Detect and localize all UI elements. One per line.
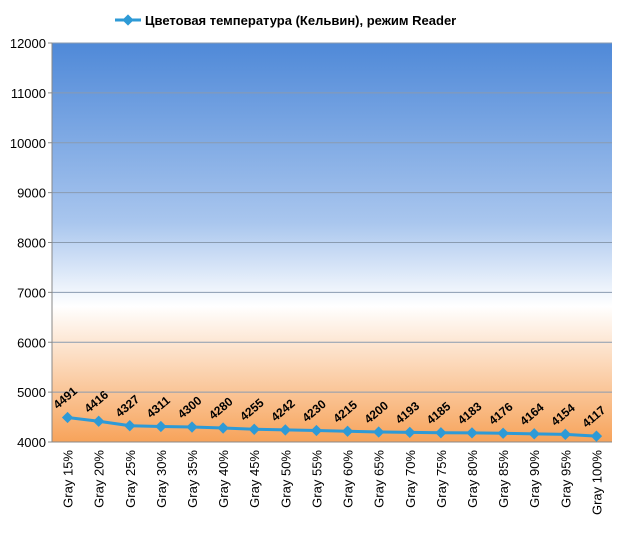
- x-tick-label: Gray 30%: [154, 450, 169, 508]
- y-tick-label: 12000: [10, 36, 46, 51]
- x-tick-label: Gray 60%: [341, 450, 356, 508]
- x-tick-label: Gray 90%: [527, 450, 542, 508]
- y-tick-label: 7000: [17, 285, 46, 300]
- x-tick-label: Gray 95%: [558, 450, 573, 508]
- marker: [590, 430, 603, 442]
- y-tick-label: 9000: [17, 186, 46, 201]
- marker: [404, 426, 416, 439]
- marker: [528, 428, 540, 440]
- y-tick-label: 6000: [17, 335, 46, 350]
- legend-label: Цветовая температура (Кельвин), режим Re…: [145, 13, 456, 28]
- marker: [279, 424, 291, 436]
- y-tick-label: 4000: [17, 435, 46, 450]
- marker: [435, 427, 447, 439]
- marker: [310, 424, 323, 437]
- legend-marker: [122, 14, 134, 26]
- marker: [559, 428, 571, 440]
- y-tick-label: 5000: [17, 385, 46, 400]
- x-tick-label: Gray 50%: [278, 450, 293, 508]
- marker: [466, 427, 478, 439]
- marker: [155, 420, 167, 433]
- marker: [341, 425, 354, 437]
- x-tick-label: Gray 20%: [92, 450, 107, 508]
- x-tick-label: Gray 55%: [309, 450, 324, 508]
- x-tick-label: Gray 15%: [61, 450, 76, 508]
- x-tick-label: Gray 85%: [496, 450, 511, 508]
- x-tick-label: Gray 80%: [465, 450, 480, 508]
- y-tick-label: 10000: [10, 136, 46, 151]
- marker: [248, 423, 260, 435]
- marker: [217, 422, 229, 434]
- x-tick-label: Gray 25%: [123, 450, 138, 508]
- marker: [186, 421, 198, 433]
- marker: [373, 426, 385, 438]
- y-tick-label: 8000: [17, 236, 46, 251]
- x-tick-label: Gray 65%: [372, 450, 387, 508]
- x-tick-label: Gray 75%: [434, 450, 449, 508]
- y-tick-label: 11000: [11, 86, 46, 101]
- marker: [497, 427, 509, 439]
- x-tick-label: Gray 35%: [185, 450, 200, 508]
- x-tick-label: Gray 45%: [247, 450, 262, 508]
- x-tick-label: Gray 70%: [403, 450, 418, 508]
- x-tick-label: Gray 40%: [216, 450, 231, 508]
- x-tick-label: Gray 100%: [589, 450, 604, 515]
